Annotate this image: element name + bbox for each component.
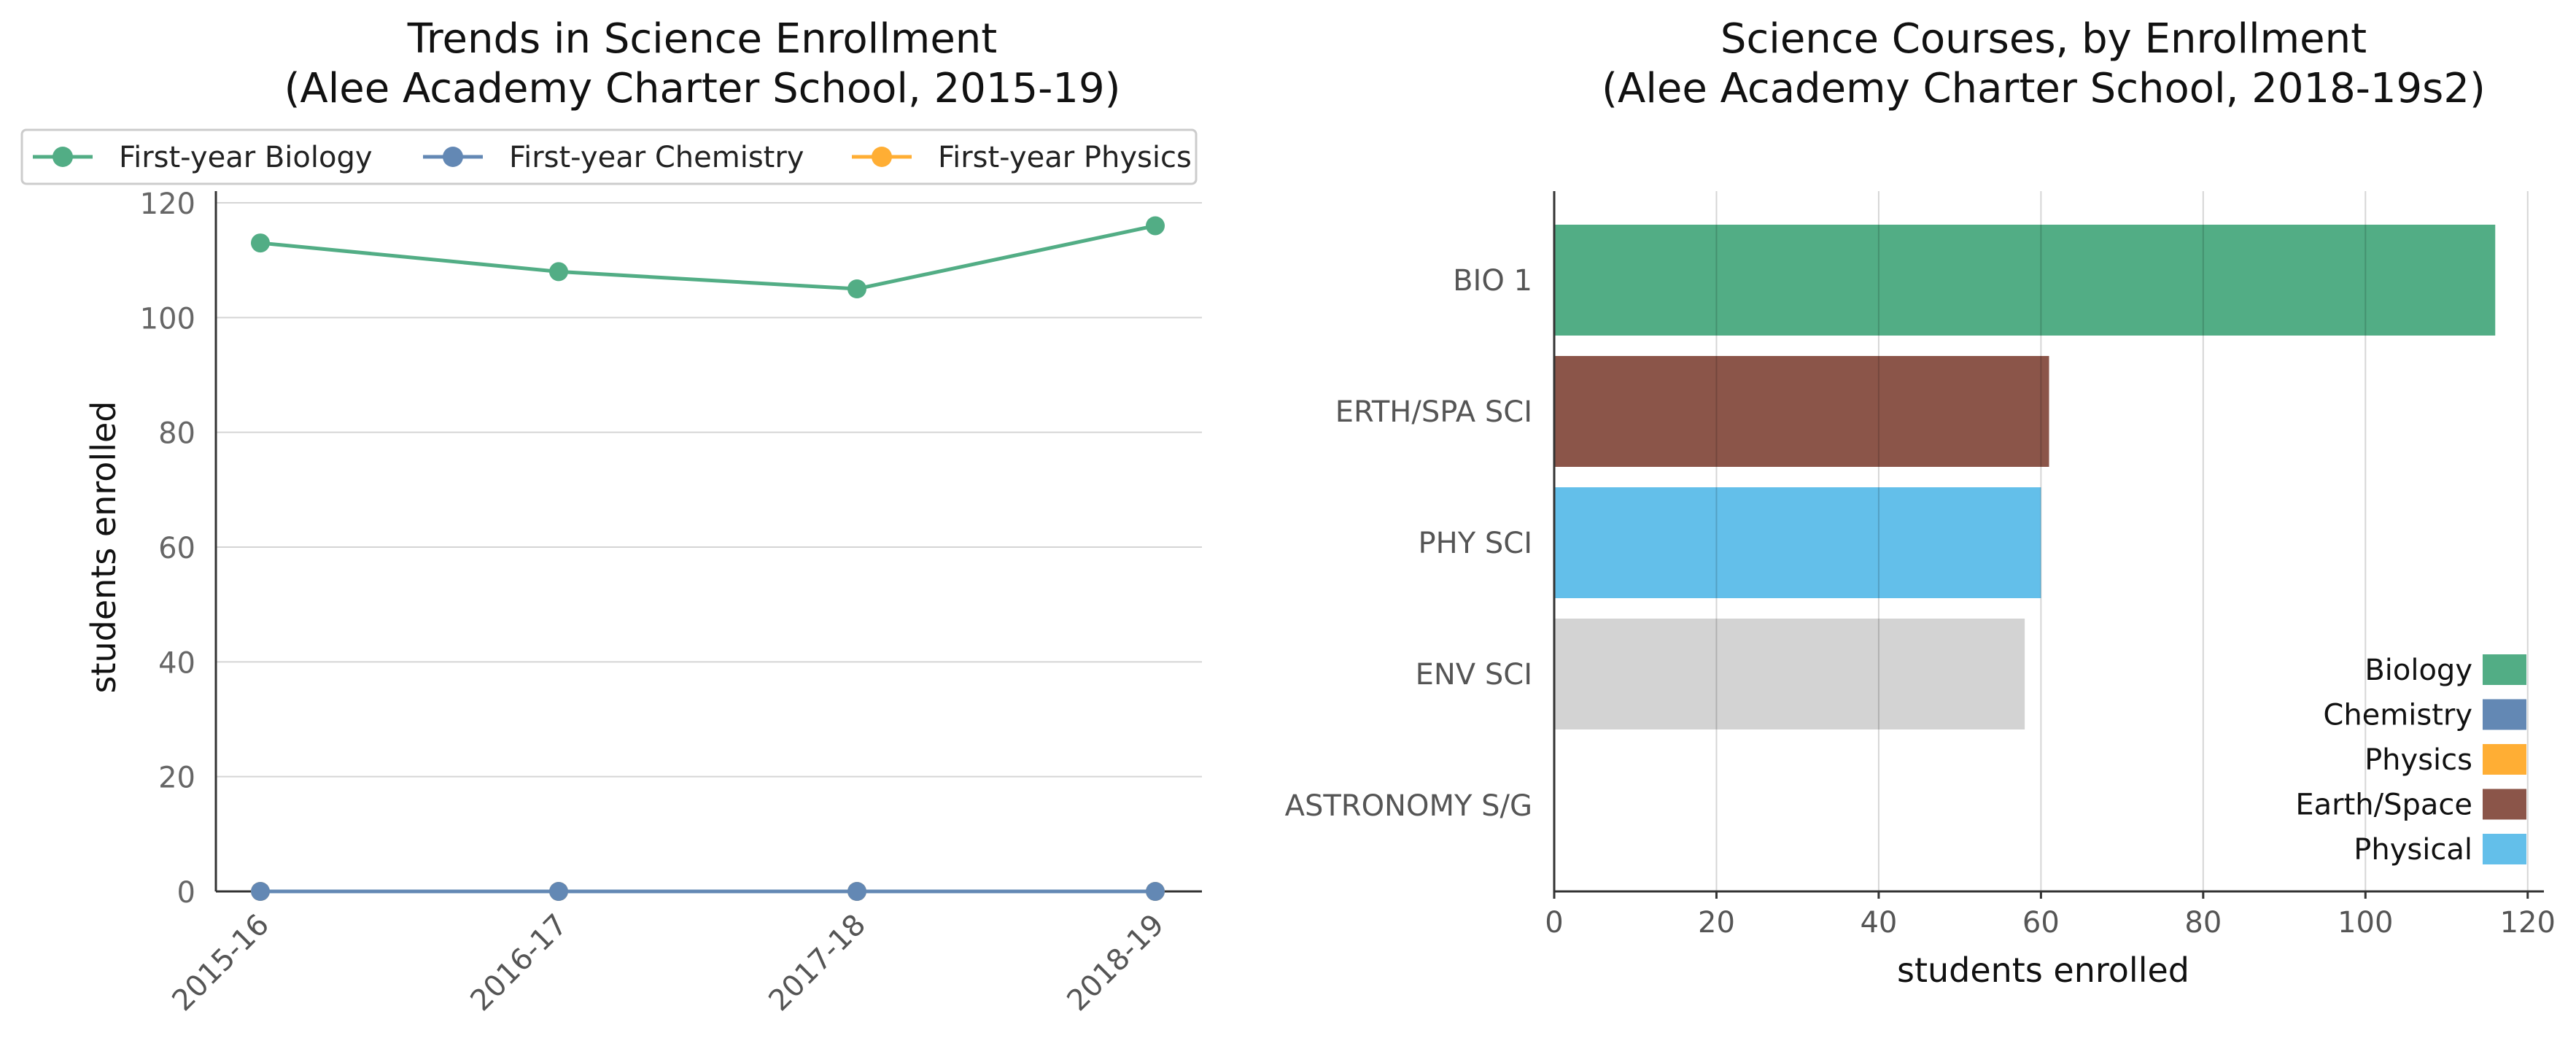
legend-swatch-physical: [2483, 834, 2526, 864]
chart-title-line: (Alee Academy Charter School, 2015-19): [284, 65, 1121, 112]
bar-erth-spa-sci: [1554, 356, 2049, 467]
y-tick-label: 100: [140, 302, 195, 336]
legend-label: Biology: [2364, 654, 2472, 687]
x-tick-label: 2018-19: [1060, 908, 1171, 1018]
x-tick-label: 2017-18: [762, 908, 872, 1018]
legend-label: Earth/Space: [2295, 789, 2472, 822]
line-chart-enrollment-trends: Trends in Science Enrollment(Alee Academ…: [20, 15, 1202, 1018]
x-tick-label: 80: [2184, 906, 2222, 940]
legend-swatch-physics: [2483, 744, 2526, 775]
x-tick-label: 40: [1860, 906, 1897, 940]
y-category-label: ENV SCI: [1416, 658, 1532, 692]
y-tick-label: 40: [158, 646, 195, 680]
legend-swatch-biology: [2483, 654, 2526, 685]
chart-title-line: Science Courses, by Enrollment: [1720, 15, 2367, 63]
data-point-first-year-chemistry: [847, 882, 866, 901]
legend-label: First-year Biology: [119, 141, 373, 174]
data-point-first-year-chemistry: [251, 882, 270, 901]
legend-label: Physical: [2354, 833, 2472, 867]
x-tick-label: 100: [2338, 906, 2393, 940]
series-line-first-year-biology: [260, 224, 1156, 291]
chart-title-line: (Alee Academy Charter School, 2018-19s2): [1602, 65, 2486, 112]
legend-label: First-year Chemistry: [509, 141, 804, 174]
x-tick-label: 120: [2500, 906, 2556, 940]
y-tick-label: 120: [140, 187, 195, 221]
legend-label: First-year Physics: [938, 141, 1192, 174]
data-point-first-year-chemistry: [1146, 882, 1165, 901]
x-tick-label: 2015-16: [166, 908, 276, 1018]
legend-label: Chemistry: [2323, 699, 2472, 732]
data-point-first-year-biology: [847, 279, 866, 298]
legend-frame: [20, 128, 1198, 185]
data-point-first-year-biology: [251, 233, 270, 253]
y-tick-label: 20: [158, 762, 195, 795]
y-category-label: PHY SCI: [1419, 527, 1532, 560]
bar-chart-courses-by-enrollment: Science Courses, by Enrollment(Alee Acad…: [1285, 15, 2556, 990]
chart-title-line: Trends in Science Enrollment: [407, 15, 997, 63]
bar-env-sci: [1554, 619, 2025, 729]
y-category-label: ASTRONOMY S/G: [1285, 789, 1532, 823]
legend-swatch-earth-space: [2483, 789, 2526, 820]
bar-bio-1: [1554, 225, 2496, 336]
y-axis-title: students enrolled: [84, 401, 123, 694]
data-point-first-year-biology: [1146, 216, 1165, 236]
y-tick-label: 0: [177, 876, 195, 910]
legend-marker-first-year-chemistry: [443, 147, 463, 167]
x-tick-label: 2016-17: [464, 908, 574, 1018]
legend-marker-first-year-biology: [53, 147, 73, 167]
data-point-first-year-chemistry: [549, 882, 568, 901]
x-tick-label: 0: [1545, 906, 1563, 940]
legend-swatch-chemistry: [2483, 699, 2526, 730]
x-tick-label: 60: [2022, 906, 2060, 940]
legend-label: Physics: [2364, 743, 2472, 777]
y-tick-label: 60: [158, 532, 195, 565]
x-axis-title: students enrolled: [1897, 950, 2189, 990]
data-point-first-year-biology: [549, 262, 568, 282]
y-category-label: ERTH/SPA SCI: [1335, 395, 1532, 429]
legend-marker-first-year-physics: [872, 147, 892, 167]
y-tick-label: 80: [158, 417, 195, 451]
x-tick-label: 20: [1698, 906, 1735, 940]
y-category-label: BIO 1: [1453, 264, 1532, 298]
bar-phy-sci: [1554, 487, 2041, 598]
